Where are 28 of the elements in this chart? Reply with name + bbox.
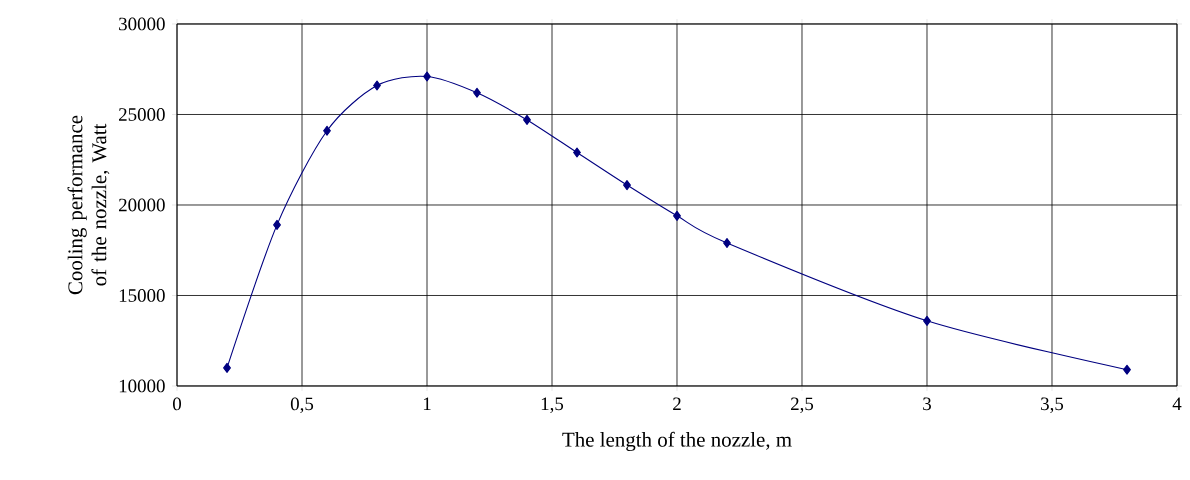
y-axis-title: Cooling performance of the nozzle, Watt (67, 115, 110, 295)
point (423, 71, 431, 82)
x-tick-label: 1 (423, 397, 431, 410)
x-tick-label: 0 (173, 397, 182, 411)
y-tick-label: 10000 (119, 379, 165, 393)
y-tick-label: 20000 (119, 198, 165, 212)
x-axis-title: The length of the nozzle, m (562, 431, 792, 452)
x-tick-label: 2,5 (790, 397, 814, 413)
point (523, 114, 531, 125)
x-tick-label: 3 (923, 397, 931, 411)
point (923, 315, 931, 326)
x-tick-label: 0,5 (290, 397, 314, 413)
point (223, 362, 231, 373)
y-tick-label: 25000 (119, 108, 165, 121)
point (623, 180, 631, 191)
point (673, 210, 681, 221)
point (573, 147, 581, 158)
y-tick-label: 15000 (119, 289, 165, 302)
x-tick-label: 2 (673, 397, 681, 411)
point (323, 125, 331, 136)
point (373, 80, 381, 91)
point (1123, 364, 1131, 375)
x-tick-label: 1,5 (541, 397, 564, 413)
point (473, 87, 481, 98)
y-tick-label: 30000 (119, 17, 165, 31)
x-tick-label: 3,5 (1041, 397, 1064, 413)
point (273, 219, 281, 230)
x-tick-label: 4 (1172, 397, 1182, 410)
